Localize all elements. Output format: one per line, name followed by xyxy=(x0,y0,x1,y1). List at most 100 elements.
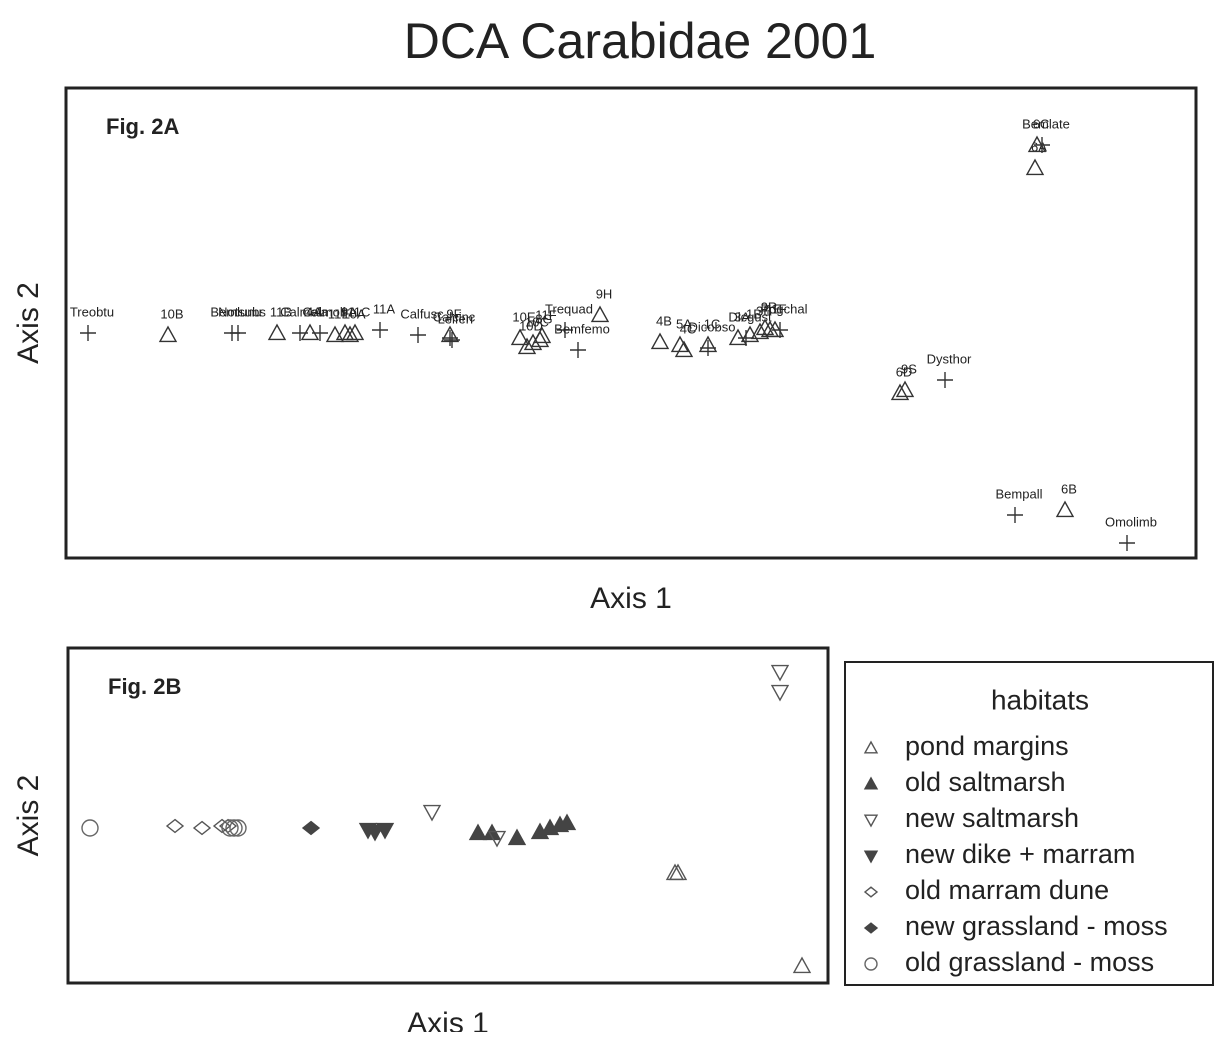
point xyxy=(792,956,812,974)
point-label: 9F xyxy=(446,306,461,321)
point-label: Calmela xyxy=(280,304,328,319)
x-axis-label: Axis 1 xyxy=(590,582,672,615)
legend-label: new saltmarsh xyxy=(905,803,1079,833)
plot-frame xyxy=(66,646,830,985)
point-label: 10C xyxy=(525,314,549,329)
legend-box xyxy=(844,661,1214,986)
point xyxy=(1027,135,1047,153)
point-label: 10B xyxy=(160,306,183,321)
point-label: 11A xyxy=(373,301,395,316)
point-label: 9S xyxy=(901,361,917,376)
point-label: Notsubs xyxy=(218,304,266,319)
point-label: 11E xyxy=(328,306,350,321)
point xyxy=(1034,137,1050,153)
point xyxy=(738,330,754,346)
point-label: Calmoll xyxy=(302,304,345,319)
point xyxy=(510,328,530,346)
point xyxy=(1119,535,1135,551)
point-label: 3R xyxy=(761,299,778,314)
page-title: DCA Carabidae 2001 xyxy=(404,13,877,69)
point-label: 6A xyxy=(1031,139,1047,154)
point-label: Pogchal xyxy=(761,301,808,316)
point xyxy=(1055,500,1075,518)
point xyxy=(165,818,185,834)
point xyxy=(770,664,790,682)
point-label: Leiferr xyxy=(438,311,476,326)
point-label: 4B xyxy=(656,313,672,328)
point xyxy=(375,822,395,840)
point xyxy=(700,340,716,356)
point xyxy=(890,383,910,401)
point-label: 6D xyxy=(896,364,913,379)
point-label: 10D xyxy=(519,318,543,333)
point xyxy=(895,380,915,398)
point-label: Treobtu xyxy=(70,304,114,319)
legend-marker xyxy=(863,776,879,790)
point xyxy=(345,323,365,341)
point xyxy=(570,342,586,358)
panel-label: Fig. 2A xyxy=(106,114,179,139)
point xyxy=(650,332,670,350)
point xyxy=(557,813,577,831)
point xyxy=(468,823,488,841)
point xyxy=(772,322,788,338)
point xyxy=(674,340,694,358)
point xyxy=(221,819,239,837)
point-label: Dicgust xyxy=(728,309,772,324)
point-label: 11B xyxy=(270,304,292,319)
point-label: 3B xyxy=(756,303,772,318)
legend-marker xyxy=(863,886,879,898)
y-axis-label: Axis 2 xyxy=(12,282,45,364)
point xyxy=(750,322,770,340)
point xyxy=(225,819,243,837)
legend-marker xyxy=(863,850,879,864)
x-axis-label: Axis 1 xyxy=(407,1007,489,1032)
point-label: 11C xyxy=(348,304,371,319)
point xyxy=(229,819,247,837)
point-label: Bemlunu xyxy=(210,304,261,319)
point-label: Calfusc xyxy=(400,306,444,321)
point-label: Dicobso xyxy=(689,319,736,334)
point xyxy=(507,828,527,846)
point-label: Bemlate xyxy=(1022,116,1070,131)
point xyxy=(410,327,426,343)
legend-marker xyxy=(863,922,879,934)
legend-marker xyxy=(863,814,879,828)
point xyxy=(755,318,775,336)
point xyxy=(728,328,748,346)
point xyxy=(765,320,785,338)
point xyxy=(301,820,321,836)
legend-label: new dike + marram xyxy=(905,839,1135,869)
legend-label: old marram dune xyxy=(905,875,1109,905)
point xyxy=(487,830,507,848)
point-label: 1F xyxy=(771,301,786,316)
point xyxy=(1007,507,1023,523)
point-label: 6B xyxy=(1061,481,1077,496)
point-label: 8G xyxy=(535,311,552,326)
point-label: Calcinc xyxy=(433,309,476,324)
point-label: 10E xyxy=(512,309,535,324)
point xyxy=(422,804,442,822)
plot-frame xyxy=(64,86,1198,560)
point xyxy=(517,337,537,355)
point-label: 5A xyxy=(676,316,692,331)
point-label: Bempall xyxy=(996,486,1043,501)
point-label: 11F xyxy=(535,307,556,322)
point xyxy=(665,863,685,881)
legend-marker xyxy=(863,740,879,754)
panel-label: Fig. 2B xyxy=(108,674,181,699)
point xyxy=(192,820,212,836)
y-axis-label: Axis 2 xyxy=(12,775,45,857)
point xyxy=(340,325,360,343)
point xyxy=(300,323,320,341)
point xyxy=(444,332,460,348)
point xyxy=(670,335,690,353)
point-label: 3A xyxy=(734,309,750,324)
point-label: Omolimb xyxy=(1105,514,1157,529)
legend-label: old grassland - moss xyxy=(905,947,1154,977)
point-label: Dysthor xyxy=(927,351,972,366)
point xyxy=(1025,158,1045,176)
point xyxy=(325,325,345,343)
